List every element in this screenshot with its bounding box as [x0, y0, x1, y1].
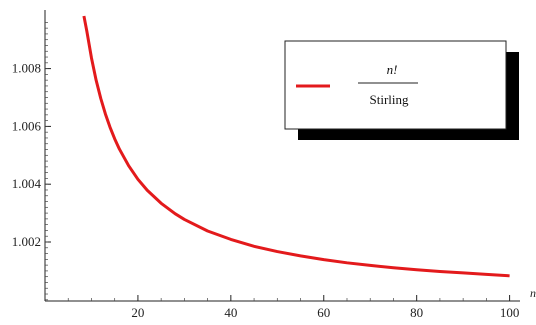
legend: n! Stirling: [284, 40, 519, 140]
y-tick-label: 1.002: [12, 234, 41, 249]
series-line: [82, 15, 510, 278]
y-ticks: 1.002 1.004 1.006 1.008: [12, 22, 51, 301]
plot-area: 1.002 1.004 1.006 1.008 20 40 60 80 100 n: [12, 10, 536, 320]
y-tick-label: 1.008: [12, 61, 41, 76]
x-axis-label: n: [530, 286, 536, 300]
legend-denominator: Stirling: [369, 92, 409, 107]
x-tick-label: 20: [131, 305, 144, 320]
x-tick-label: 60: [317, 305, 330, 320]
x-tick-label: 80: [410, 305, 423, 320]
x-tick-label: 100: [500, 305, 520, 320]
y-tick-label: 1.006: [12, 118, 42, 133]
x-tick-label: 40: [224, 305, 237, 320]
legend-numerator: n!: [387, 62, 398, 77]
x-ticks: 20 40 60 80 100: [67, 295, 520, 320]
y-tick-label: 1.004: [12, 176, 42, 191]
